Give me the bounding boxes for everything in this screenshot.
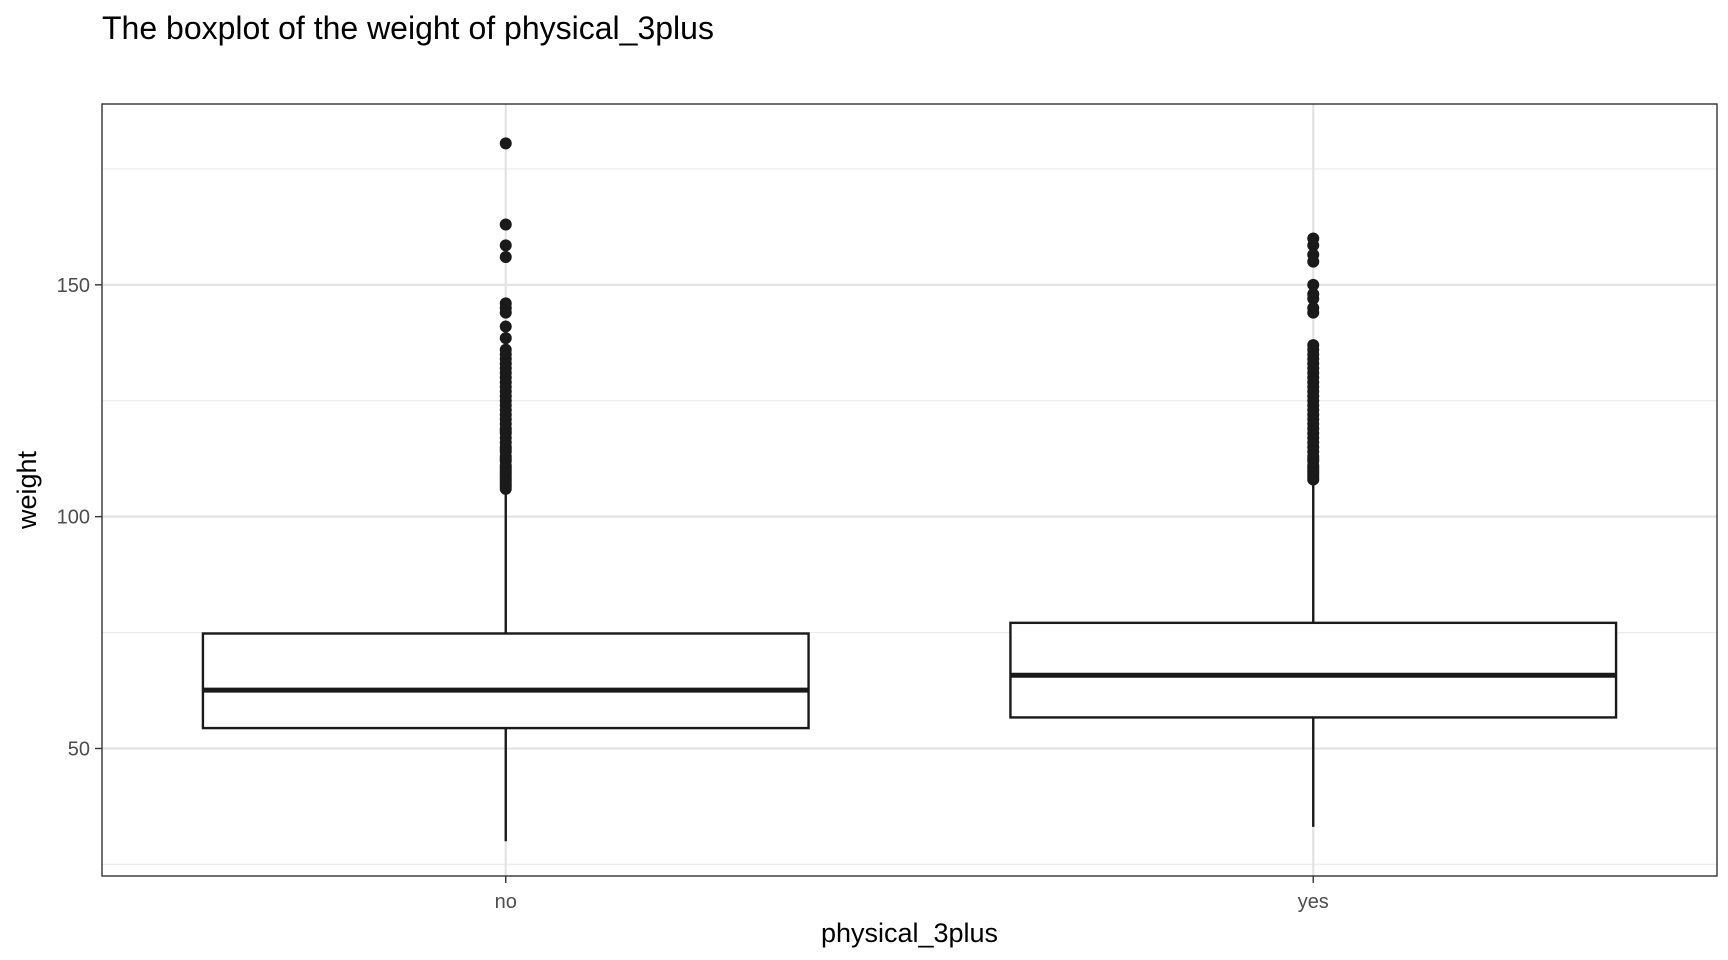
box-no [201,137,810,842]
y-tick-label: 150 [57,275,90,297]
tick-layer: 50 100 150 no yes [57,275,1329,913]
plot-panel-border [101,103,1718,877]
grid-layer [102,104,1717,876]
outlier-point [499,332,512,345]
x-tick-label: yes [1298,891,1329,913]
outlier-point [499,320,512,333]
outlier-point [499,251,512,264]
y-tick-label: 50 [68,738,90,760]
outlier-point [1307,278,1320,291]
outlier-point [1307,339,1320,352]
outlier-point [1307,288,1320,301]
box-yes [1009,232,1618,827]
iqr-box [1009,621,1618,719]
x-tick-label: no [495,891,517,913]
outlier-point [499,137,512,150]
outlier-point [1307,232,1320,245]
y-axis-title: weight [12,450,42,530]
x-axis-title: physical_3plus [821,918,998,948]
boxplot-layer [201,137,1618,842]
outlier-point [499,297,512,310]
outlier-point [1307,248,1320,261]
y-tick-label: 100 [57,507,90,529]
chart-title: The boxplot of the weight of physical_3p… [102,10,714,46]
outlier-point [499,343,512,356]
outlier-point [499,218,512,231]
plot-panel-background [102,104,1717,876]
outlier-point [499,239,512,252]
iqr-box [201,632,810,730]
outlier-point [1307,302,1320,315]
